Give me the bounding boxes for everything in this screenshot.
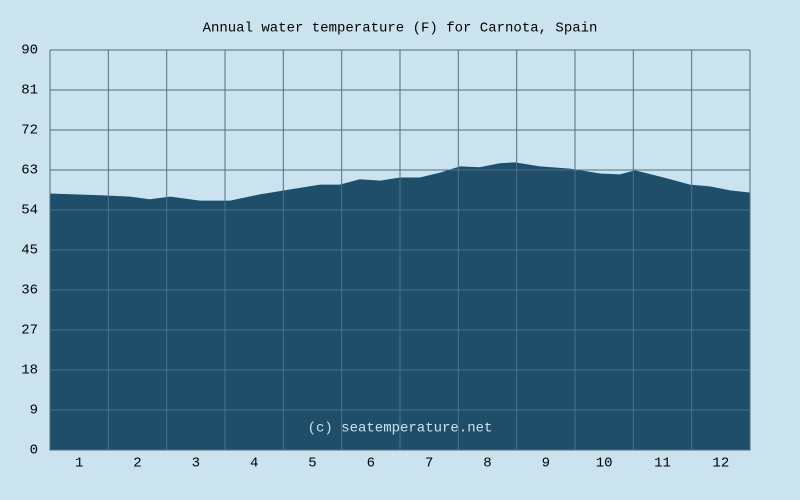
- x-tick-label: 1: [75, 456, 83, 472]
- y-tick-label: 9: [30, 403, 38, 419]
- annotation: (c) seatemperature.net: [308, 421, 493, 437]
- y-tick-label: 18: [21, 363, 38, 379]
- y-tick-label: 36: [21, 283, 38, 299]
- x-tick-label: 12: [712, 456, 729, 472]
- y-tick-label: 45: [21, 243, 38, 259]
- x-tick-label: 9: [542, 456, 550, 472]
- y-tick-label: 72: [21, 123, 38, 139]
- y-tick-label: 63: [21, 163, 38, 179]
- x-tick-label: 4: [250, 456, 258, 472]
- y-tick-label: 0: [30, 443, 38, 459]
- y-tick-label: 27: [21, 323, 38, 339]
- x-tick-label: 5: [308, 456, 316, 472]
- x-tick-label: 10: [596, 456, 613, 472]
- y-tick-label: 81: [21, 83, 38, 99]
- y-tick-label: 54: [21, 203, 38, 219]
- x-tick-label: 6: [367, 456, 375, 472]
- x-tick-label: 2: [133, 456, 141, 472]
- x-tick-label: 3: [192, 456, 200, 472]
- chart-title: Annual water temperature (F) for Carnota…: [203, 21, 598, 37]
- x-tick-label: 11: [654, 456, 671, 472]
- x-tick-label: 8: [483, 456, 491, 472]
- y-tick-label: 90: [21, 43, 38, 59]
- x-tick-label: 7: [425, 456, 433, 472]
